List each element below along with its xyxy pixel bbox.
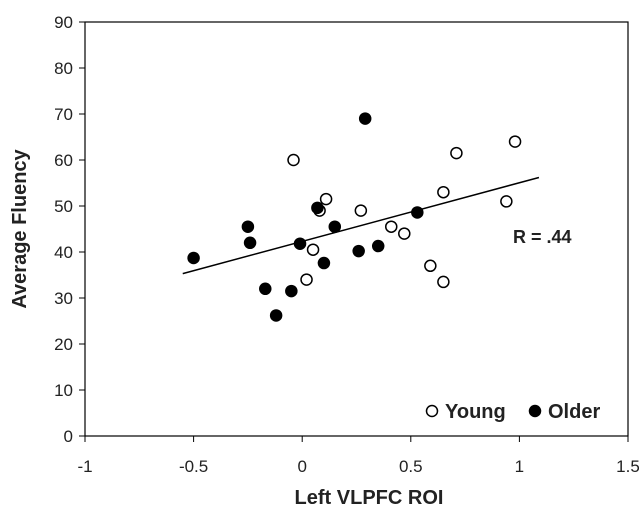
y-axis-title: Average Fluency	[9, 148, 31, 308]
legend-older-label: Older	[548, 401, 600, 423]
x-tick-label: 1	[515, 457, 524, 476]
x-axis-title: Left VLPFC ROI	[295, 487, 444, 509]
older-point	[358, 112, 372, 125]
x-tick-label: -1	[77, 457, 92, 476]
y-tick-label: 40	[54, 243, 73, 262]
young-point	[500, 195, 513, 208]
plot-frame	[84, 21, 629, 437]
older-point	[328, 220, 342, 233]
x-tick-label: 0.5	[399, 457, 423, 476]
young-point	[300, 273, 313, 286]
legend-young-marker	[425, 404, 439, 418]
older-point	[285, 284, 298, 298]
regression-line	[182, 176, 540, 275]
legend-young-label: Young	[445, 401, 506, 423]
older-point	[269, 309, 283, 322]
legend: Young Older	[425, 401, 600, 423]
older-point	[411, 206, 424, 219]
plot-area: 0 10 20 30 40 50 60 70 80 90 -1 -0.5 0 0.5 1 1.5	[54, 13, 639, 476]
older-point	[352, 244, 365, 258]
x-tick-label: 1.5	[616, 457, 639, 476]
data-points-layer	[187, 112, 522, 322]
y-tick-label: 50	[54, 197, 73, 216]
young-point	[437, 185, 450, 199]
young-point	[385, 220, 398, 233]
older-point	[317, 256, 331, 270]
y-tick-label: 90	[54, 13, 73, 32]
young-point	[508, 135, 522, 148]
x-tick-label: 0	[297, 457, 306, 476]
y-tick-label: 60	[54, 151, 73, 170]
young-point	[437, 275, 450, 289]
older-point	[293, 237, 307, 250]
young-point	[450, 146, 463, 160]
y-tick-label: 80	[54, 59, 73, 78]
older-point	[243, 236, 257, 250]
x-tick-label: -0.5	[179, 457, 208, 476]
older-point	[241, 220, 255, 233]
young-point	[424, 259, 437, 273]
young-point	[287, 153, 300, 167]
correlation-annotation: R = .44	[513, 227, 572, 247]
older-point	[259, 282, 272, 296]
young-point	[306, 243, 320, 256]
y-tick-label: 10	[54, 381, 73, 400]
y-tick-label: 0	[64, 427, 73, 446]
older-point	[187, 251, 200, 265]
y-tick-label: 30	[54, 289, 73, 308]
y-tick-label: 20	[54, 335, 73, 354]
young-point	[354, 204, 368, 217]
legend-older-marker	[528, 404, 542, 418]
young-point	[319, 192, 333, 206]
trendline-layer	[182, 176, 540, 275]
older-point	[371, 239, 385, 253]
y-tick-label: 70	[54, 105, 73, 124]
older-point	[311, 201, 324, 215]
young-point	[398, 227, 411, 240]
